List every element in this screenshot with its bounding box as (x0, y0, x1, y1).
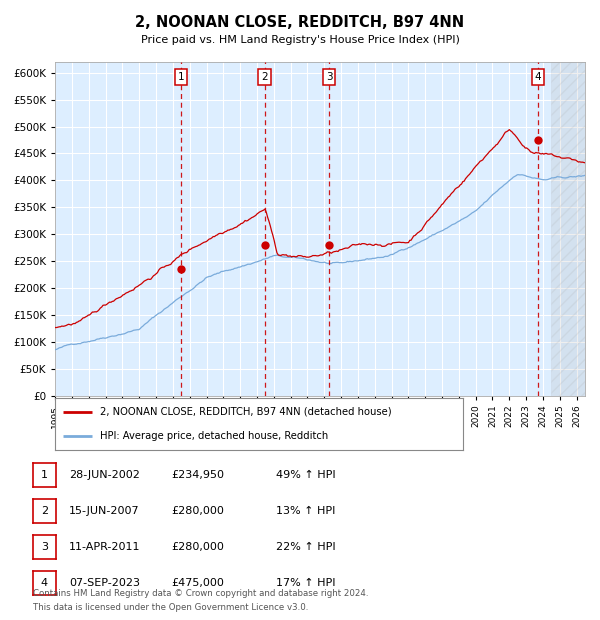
Text: HPI: Average price, detached house, Redditch: HPI: Average price, detached house, Redd… (100, 432, 328, 441)
Text: 4: 4 (41, 578, 48, 588)
Text: 07-SEP-2023: 07-SEP-2023 (69, 578, 140, 588)
Text: £280,000: £280,000 (171, 506, 224, 516)
Text: 22% ↑ HPI: 22% ↑ HPI (276, 542, 335, 552)
Text: This data is licensed under the Open Government Licence v3.0.: This data is licensed under the Open Gov… (33, 603, 308, 612)
Text: £280,000: £280,000 (171, 542, 224, 552)
Text: Price paid vs. HM Land Registry's House Price Index (HPI): Price paid vs. HM Land Registry's House … (140, 35, 460, 45)
Text: 2: 2 (261, 72, 268, 82)
Text: 3: 3 (326, 72, 332, 82)
Text: 17% ↑ HPI: 17% ↑ HPI (276, 578, 335, 588)
Text: 4: 4 (535, 72, 541, 82)
Text: 2, NOONAN CLOSE, REDDITCH, B97 4NN: 2, NOONAN CLOSE, REDDITCH, B97 4NN (136, 15, 464, 30)
Text: Contains HM Land Registry data © Crown copyright and database right 2024.: Contains HM Land Registry data © Crown c… (33, 589, 368, 598)
Text: 28-JUN-2002: 28-JUN-2002 (69, 470, 140, 480)
Text: 15-JUN-2007: 15-JUN-2007 (69, 506, 140, 516)
Text: 11-APR-2011: 11-APR-2011 (69, 542, 140, 552)
Text: 13% ↑ HPI: 13% ↑ HPI (276, 506, 335, 516)
Text: £234,950: £234,950 (171, 470, 224, 480)
Text: 1: 1 (41, 470, 48, 480)
Text: 3: 3 (41, 542, 48, 552)
Text: 1: 1 (178, 72, 184, 82)
Text: £475,000: £475,000 (171, 578, 224, 588)
Text: 49% ↑ HPI: 49% ↑ HPI (276, 470, 335, 480)
Text: 2, NOONAN CLOSE, REDDITCH, B97 4NN (detached house): 2, NOONAN CLOSE, REDDITCH, B97 4NN (deta… (100, 407, 392, 417)
Text: 2: 2 (41, 506, 48, 516)
Bar (551, 62, 585, 396)
